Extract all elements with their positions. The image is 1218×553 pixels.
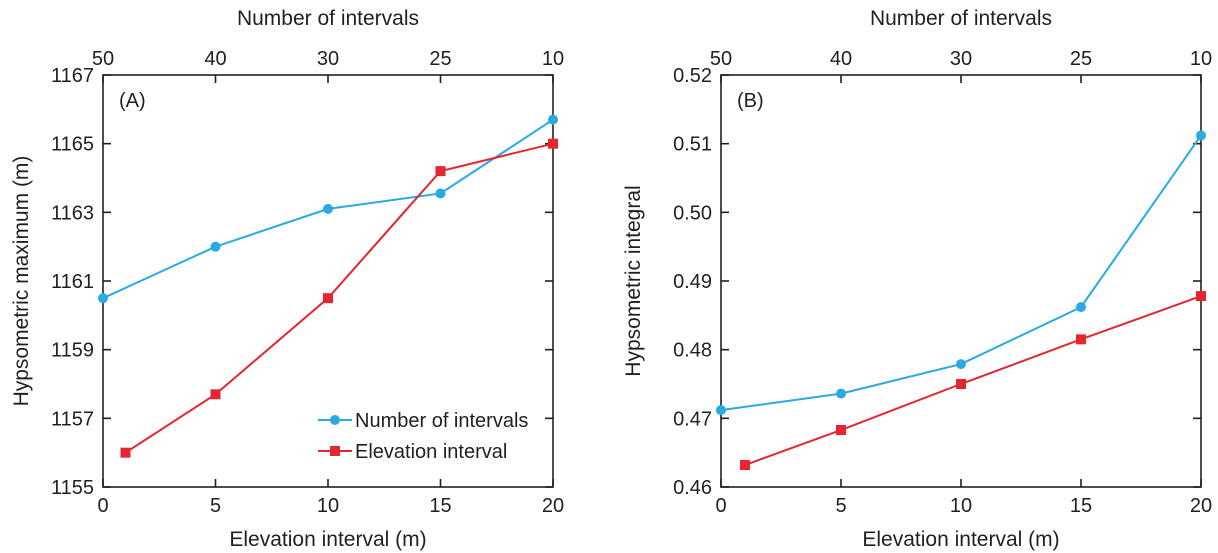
- data-point-circle: [836, 388, 846, 399]
- data-point-square: [548, 138, 558, 149]
- series-line: [124, 142, 554, 454]
- panel-label: (B): [737, 90, 764, 112]
- x2-tick-label: 50: [710, 48, 732, 70]
- legend-marker-square: [330, 446, 340, 456]
- y-tick-label: 1161: [51, 271, 94, 293]
- x-tick-label: 20: [1190, 495, 1212, 517]
- legend-label: Elevation interval: [355, 441, 507, 463]
- x-tick-label: 5: [835, 495, 846, 517]
- data-point-circle: [548, 114, 558, 125]
- x-tick-label: 15: [429, 495, 451, 517]
- x-tick-label: 20: [542, 495, 564, 517]
- series-elevation-interval: [740, 291, 1206, 471]
- y-axis-title: Hypsometric integral: [622, 185, 645, 376]
- x2-axis-title: Number of intervals: [237, 7, 419, 30]
- plot-frame: [720, 74, 1202, 488]
- data-point-circle: [435, 188, 446, 199]
- x2-axis-title: Number of intervals: [870, 7, 1052, 30]
- x2-tick-label: 10: [1190, 48, 1212, 70]
- x-tick-label: 15: [1070, 495, 1092, 517]
- series-number-of-intervals: [98, 114, 558, 304]
- x-tick-label: 10: [950, 495, 972, 517]
- x-tick-label: 0: [715, 495, 726, 517]
- y-tick-label: 1155: [51, 477, 94, 499]
- x2-tick-label: 10: [542, 48, 564, 70]
- panel-label: (A): [119, 90, 146, 112]
- y-tick-label: 1167: [51, 65, 94, 87]
- legend: Number of intervals Elevation interval: [318, 410, 528, 463]
- data-point-square: [435, 166, 446, 177]
- data-point-square: [120, 447, 131, 458]
- data-point-circle: [323, 203, 333, 214]
- data-point-square: [323, 293, 333, 304]
- y-tick-label: 1157: [51, 408, 94, 430]
- series-line: [744, 295, 1202, 466]
- y-tick-label: 0.51: [673, 134, 712, 156]
- legend-marker-circle: [330, 415, 340, 425]
- data-point-square: [836, 425, 846, 436]
- data-point-circle: [210, 241, 221, 252]
- x-tick-label: 0: [97, 495, 108, 517]
- data-point-square: [740, 460, 750, 471]
- x2-tick-label: 40: [830, 48, 852, 70]
- panel-b: 0 5 10 15 20 50 40 30 25 10 0.46 0.47 0.48 0.49 0.50 0.…: [622, 7, 1212, 551]
- data-point-square: [210, 389, 221, 400]
- y-tick-label: 1165: [51, 134, 94, 156]
- x2-tick-label: 30: [317, 48, 339, 70]
- y-tick-label: 0.50: [673, 202, 712, 224]
- data-point-circle: [98, 293, 108, 304]
- data-point-circle: [1076, 302, 1086, 313]
- x2-tick-label: 25: [429, 48, 451, 70]
- data-point-circle: [1196, 130, 1206, 141]
- data-point-square: [1076, 334, 1086, 345]
- data-point-circle: [956, 359, 966, 370]
- data-point-square: [956, 379, 966, 389]
- x2-tick-label: 25: [1070, 48, 1092, 70]
- y-tick-label: 0.46: [673, 477, 712, 499]
- x-tick-label: 10: [317, 495, 339, 517]
- x2-tick-label: 50: [92, 48, 114, 70]
- y-tick-label: 1163: [51, 202, 94, 224]
- panel-a: 0 5 10 15 20 50 40 30 25 10 1155 1157 1159 1161 1163 11…: [10, 7, 564, 551]
- y-axis-title: Hypsometric maximum (m): [10, 156, 33, 407]
- series-number-of-intervals: [716, 130, 1206, 416]
- legend-entry: Elevation interval: [318, 441, 507, 463]
- legend-label: Number of intervals: [355, 410, 528, 432]
- y-tick-label: 1159: [51, 340, 94, 362]
- y-tick-label: 0.49: [673, 271, 712, 293]
- x-axis-title: Elevation interval (m): [862, 528, 1059, 551]
- x2-tick-label: 40: [204, 48, 226, 70]
- x-axis-title: Elevation interval (m): [229, 528, 426, 551]
- data-point-circle: [716, 405, 726, 416]
- x2-tick-label: 30: [950, 48, 972, 70]
- data-point-square: [1196, 291, 1206, 302]
- x-tick-label: 5: [210, 495, 221, 517]
- y-tick-label: 0.52: [673, 65, 712, 87]
- y-tick-label: 0.48: [673, 340, 712, 362]
- legend-entry: Number of intervals: [318, 410, 528, 432]
- y-tick-label: 0.47: [673, 408, 712, 430]
- series-elevation-interval: [120, 138, 558, 458]
